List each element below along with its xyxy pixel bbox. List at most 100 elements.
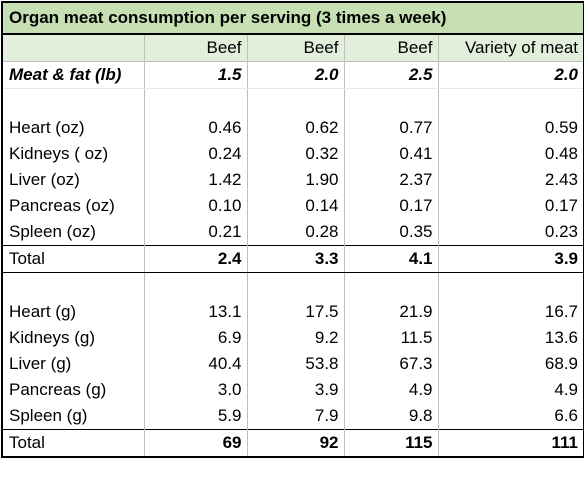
table-row-value[interactable]: 0.77 (343, 115, 439, 141)
empty-cell[interactable] (143, 272, 248, 299)
header-cell-variety[interactable]: Variety of meat (437, 33, 584, 62)
table-row-label[interactable]: Spleen (oz) (1, 219, 145, 246)
table-row-label[interactable]: Kidneys (g) (1, 325, 145, 351)
table-row-value[interactable]: 1.42 (143, 167, 248, 193)
table-row-value[interactable]: 5.9 (143, 403, 248, 430)
total-row-g-value[interactable]: 69 (143, 429, 248, 458)
meat-fat-value[interactable]: 2.0 (246, 61, 345, 89)
total-row-oz-value[interactable]: 3.3 (246, 245, 345, 273)
table-row: Liver (g) 40.4 53.8 67.3 68.9 (1, 351, 584, 377)
table-row-label[interactable]: Liver (oz) (1, 167, 145, 193)
table-row-value[interactable]: 0.17 (343, 193, 439, 219)
table-row: Spleen (g) 5.9 7.9 9.8 6.6 (1, 403, 584, 430)
table-row: Pancreas (g) 3.0 3.9 4.9 4.9 (1, 377, 584, 403)
table-row-value[interactable]: 67.3 (343, 351, 439, 377)
table-row-value[interactable]: 16.7 (437, 299, 584, 325)
table-row: Heart (g) 13.1 17.5 21.9 16.7 (1, 299, 584, 325)
table-row-value[interactable]: 7.9 (246, 403, 345, 430)
table-row-label[interactable]: Pancreas (g) (1, 377, 145, 403)
table-row-value[interactable]: 0.24 (143, 141, 248, 167)
table-row-value[interactable]: 0.59 (437, 115, 584, 141)
table-row: Heart (oz) 0.46 0.62 0.77 0.59 (1, 115, 584, 141)
table-row-value[interactable]: 3.9 (246, 377, 345, 403)
empty-cell[interactable] (343, 272, 439, 299)
table-row-value[interactable]: 4.9 (343, 377, 439, 403)
table-row: Liver (oz) 1.42 1.90 2.37 2.43 (1, 167, 584, 193)
table-row-value[interactable]: 6.9 (143, 325, 248, 351)
table-row-value[interactable]: 11.5 (343, 325, 439, 351)
blank-row (1, 88, 584, 115)
table-row-value[interactable]: 0.28 (246, 219, 345, 246)
table-row-label[interactable]: Heart (oz) (1, 115, 145, 141)
table-row-value[interactable]: 0.14 (246, 193, 345, 219)
organ-meat-table: Organ meat consumption per serving (3 ti… (0, 1, 584, 458)
table-row: Kidneys ( oz) 0.24 0.32 0.41 0.48 (1, 141, 584, 167)
table-row-value[interactable]: 0.41 (343, 141, 439, 167)
table-row-value[interactable]: 53.8 (246, 351, 345, 377)
table-row-value[interactable]: 9.8 (343, 403, 439, 430)
total-row-g-value[interactable]: 92 (246, 429, 345, 458)
total-row-oz-value[interactable]: 2.4 (143, 245, 248, 273)
table-row-label[interactable]: Pancreas (oz) (1, 193, 145, 219)
table-row-value[interactable]: 0.17 (437, 193, 584, 219)
table-row-value[interactable]: 40.4 (143, 351, 248, 377)
empty-cell[interactable] (143, 88, 248, 115)
table-row-value[interactable]: 21.9 (343, 299, 439, 325)
empty-cell[interactable] (437, 88, 584, 115)
table-row-value[interactable]: 0.48 (437, 141, 584, 167)
empty-cell[interactable] (246, 272, 345, 299)
table-row-value[interactable]: 0.32 (246, 141, 345, 167)
table-title[interactable]: Organ meat consumption per serving (3 ti… (0, 1, 584, 35)
empty-cell[interactable] (246, 88, 345, 115)
table-row-value[interactable]: 13.6 (437, 325, 584, 351)
total-row-oz-value[interactable]: 4.1 (343, 245, 439, 273)
total-row-g-value[interactable]: 111 (437, 429, 584, 458)
table-row-value[interactable]: 1.90 (246, 167, 345, 193)
meat-fat-value[interactable]: 2.0 (437, 61, 584, 89)
table-row: Pancreas (oz) 0.10 0.14 0.17 0.17 (1, 193, 584, 219)
header-row: Beef Beef Beef Variety of meat (1, 33, 584, 62)
empty-cell[interactable] (343, 88, 439, 115)
table-row-value[interactable]: 68.9 (437, 351, 584, 377)
table-row-value[interactable]: 0.46 (143, 115, 248, 141)
table-row-value[interactable]: 0.35 (343, 219, 439, 246)
total-row-oz-label[interactable]: Total (1, 245, 145, 273)
header-cell-beef-3[interactable]: Beef (343, 33, 439, 62)
table-row-label[interactable]: Spleen (g) (1, 403, 145, 430)
table-row-value[interactable]: 3.0 (143, 377, 248, 403)
table-row: Spleen (oz) 0.21 0.28 0.35 0.23 (1, 219, 584, 246)
table-row-label[interactable]: Kidneys ( oz) (1, 141, 145, 167)
table-row-value[interactable]: 0.23 (437, 219, 584, 246)
table-row-value[interactable]: 6.6 (437, 403, 584, 430)
table-row-value[interactable]: 2.43 (437, 167, 584, 193)
table-row-value[interactable]: 2.37 (343, 167, 439, 193)
empty-cell[interactable] (437, 272, 584, 299)
empty-cell[interactable] (1, 272, 145, 299)
table-row-value[interactable]: 0.10 (143, 193, 248, 219)
table-row-value[interactable]: 13.1 (143, 299, 248, 325)
header-cell-label[interactable] (1, 33, 145, 62)
total-row-oz-value[interactable]: 3.9 (437, 245, 584, 273)
table-row: Kidneys (g) 6.9 9.2 11.5 13.6 (1, 325, 584, 351)
meat-fat-label[interactable]: Meat & fat (lb) (1, 61, 145, 89)
empty-cell[interactable] (1, 88, 145, 115)
title-row: Organ meat consumption per serving (3 ti… (0, 1, 584, 35)
meat-fat-value[interactable]: 1.5 (143, 61, 248, 89)
blank-row (1, 272, 584, 299)
header-cell-beef-2[interactable]: Beef (246, 33, 345, 62)
table-row-label[interactable]: Liver (g) (1, 351, 145, 377)
meat-fat-row: Meat & fat (lb) 1.5 2.0 2.5 2.0 (1, 61, 584, 89)
total-row-g: Total 69 92 115 111 (1, 429, 584, 458)
table-row-value[interactable]: 0.21 (143, 219, 248, 246)
total-row-oz: Total 2.4 3.3 4.1 3.9 (1, 245, 584, 273)
meat-fat-value[interactable]: 2.5 (343, 61, 439, 89)
table-row-value[interactable]: 4.9 (437, 377, 584, 403)
table-row-value[interactable]: 9.2 (246, 325, 345, 351)
header-cell-beef-1[interactable]: Beef (143, 33, 248, 62)
total-row-g-label[interactable]: Total (1, 429, 145, 458)
table-row-value[interactable]: 17.5 (246, 299, 345, 325)
total-row-g-value[interactable]: 115 (343, 429, 439, 458)
table-row-value[interactable]: 0.62 (246, 115, 345, 141)
table-row-label[interactable]: Heart (g) (1, 299, 145, 325)
